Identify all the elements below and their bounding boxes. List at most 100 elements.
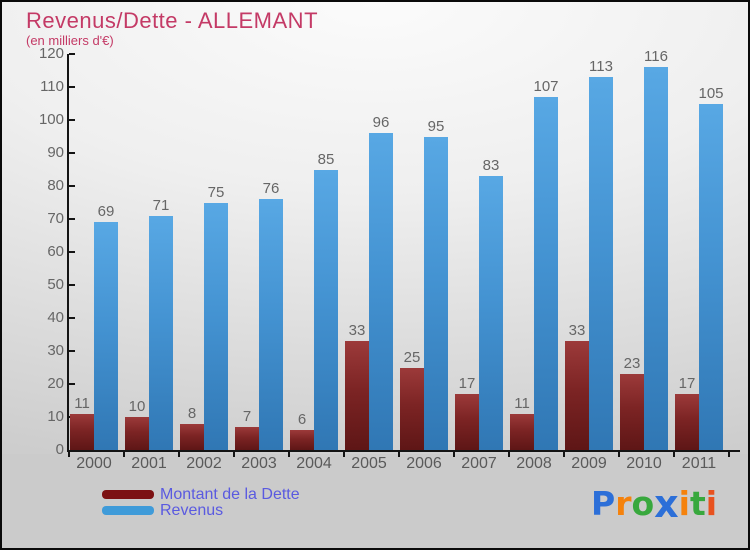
x-axis-tick bbox=[453, 452, 455, 457]
logo-letter-r: r bbox=[615, 484, 632, 523]
bar-group-2002: 8 75 2002 bbox=[180, 54, 228, 472]
legend-item-revenus: Revenus bbox=[102, 502, 300, 519]
x-axis-tick bbox=[343, 452, 345, 457]
bar-value-label: 11 bbox=[74, 394, 90, 412]
chart-title: Revenus/Dette - ALLEMANT bbox=[26, 8, 319, 33]
x-tick-label: 2004 bbox=[296, 455, 332, 472]
revenus-legend-label: Revenus bbox=[160, 502, 224, 519]
x-tick-label: 2002 bbox=[186, 455, 222, 472]
dette-bar: 23 bbox=[620, 355, 644, 450]
revenus-bar: 105 bbox=[698, 85, 724, 450]
bar-group-2008: 11 107 2008 bbox=[510, 54, 559, 472]
y-tick-label: 100 bbox=[38, 111, 64, 128]
x-axis-tick bbox=[68, 452, 70, 457]
x-tick-label: 2009 bbox=[571, 455, 607, 472]
y-tick-label: 10 bbox=[47, 408, 64, 425]
x-axis-tick bbox=[288, 452, 290, 457]
revenus-bar: 76 bbox=[259, 180, 283, 450]
y-tick-label: 20 bbox=[47, 375, 64, 392]
x-tick-label: 2011 bbox=[681, 455, 717, 472]
bar-value-label: 96 bbox=[372, 114, 390, 132]
y-axis-tick bbox=[69, 185, 75, 187]
y-axis-tick bbox=[69, 218, 75, 220]
x-axis bbox=[67, 450, 740, 452]
bar-group-2011: 17 105 2011 bbox=[675, 54, 724, 472]
y-tick-label: 40 bbox=[47, 309, 64, 326]
x-axis-tick bbox=[123, 452, 125, 457]
revenus-bar: 71 bbox=[149, 197, 173, 450]
y-axis-tick bbox=[69, 383, 75, 385]
bar-plot-area: 11 69 2000 10 71 2001 8 75 2002 7 76 2003 6 85 2004 33 9… bbox=[70, 48, 730, 472]
bar-value-label: 83 bbox=[482, 157, 500, 175]
y-axis-tick bbox=[69, 350, 75, 352]
proxiti-logo[interactable]: Proxiti bbox=[591, 484, 717, 523]
logo-letter-o: o bbox=[631, 484, 655, 523]
revenus-legend-swatch bbox=[102, 506, 154, 515]
dette-bar: 6 bbox=[290, 411, 314, 450]
y-tick-label: 0 bbox=[55, 441, 64, 458]
bar-value-label: 85 bbox=[317, 150, 335, 168]
bar-group-2004: 6 85 2004 bbox=[290, 54, 338, 472]
revenus-bar: 113 bbox=[589, 58, 613, 450]
x-tick-label: 2003 bbox=[241, 455, 277, 472]
y-axis-tick bbox=[69, 119, 75, 121]
y-tick-label: 120 bbox=[38, 45, 64, 62]
y-axis bbox=[67, 54, 69, 452]
bar-group-2005: 33 96 2005 bbox=[345, 54, 393, 472]
y-tick-label: 60 bbox=[47, 243, 64, 260]
x-tick-label: 2006 bbox=[406, 455, 442, 472]
bar-value-label: 25 bbox=[403, 348, 421, 366]
bar-value-label: 33 bbox=[568, 322, 586, 340]
revenus-bar: 116 bbox=[644, 48, 668, 450]
x-axis-tick bbox=[563, 452, 565, 457]
x-axis-tick bbox=[728, 452, 730, 457]
bar-value-label: 11 bbox=[514, 394, 530, 412]
y-axis-tick bbox=[69, 152, 75, 154]
y-tick-label: 80 bbox=[47, 177, 64, 194]
logo-letter-i: i bbox=[678, 484, 690, 523]
bar-value-label: 71 bbox=[152, 196, 170, 214]
logo-letter-P: P bbox=[591, 484, 616, 523]
logo-letter-i: i bbox=[705, 484, 718, 523]
bar-group-2009: 33 113 2009 bbox=[565, 54, 613, 472]
bar-group-2010: 23 116 2010 bbox=[620, 48, 668, 472]
dette-legend-label: Montant de la Dette bbox=[160, 486, 300, 503]
dette-bar: 33 bbox=[565, 322, 589, 450]
bar-value-label: 23 bbox=[623, 355, 641, 373]
y-axis-tick bbox=[69, 86, 75, 88]
bar-value-label: 17 bbox=[458, 374, 476, 392]
x-tick-label: 2000 bbox=[76, 455, 112, 472]
y-tick-label: 90 bbox=[47, 144, 64, 161]
bar-value-label: 33 bbox=[348, 322, 366, 340]
dette-legend-swatch bbox=[102, 490, 154, 499]
y-tick-label: 110 bbox=[40, 78, 64, 95]
dette-bar: 10 bbox=[125, 398, 149, 450]
bar-group-2003: 7 76 2003 bbox=[235, 54, 283, 472]
bar-value-label: 116 bbox=[644, 48, 668, 66]
x-tick-label: 2007 bbox=[461, 455, 497, 472]
chart-subtitle: (en milliers d'€) bbox=[26, 33, 114, 48]
dette-bar: 11 bbox=[510, 395, 534, 450]
dette-bar: 33 bbox=[345, 322, 369, 450]
x-tick-label: 2001 bbox=[131, 455, 167, 472]
dette-bar: 25 bbox=[400, 349, 424, 450]
y-tick-label: 50 bbox=[47, 276, 64, 293]
legend-item-dette: Montant de la Dette bbox=[102, 486, 300, 503]
dette-bar: 17 bbox=[455, 375, 479, 450]
bar-value-label: 6 bbox=[297, 411, 307, 429]
y-axis-tick bbox=[69, 251, 75, 253]
dette-bar: 17 bbox=[675, 375, 699, 450]
x-axis-tick bbox=[398, 452, 400, 457]
bar-value-label: 95 bbox=[427, 117, 445, 135]
bar-value-label: 10 bbox=[128, 398, 146, 415]
bar-value-label: 69 bbox=[97, 203, 115, 221]
bar-value-label: 75 bbox=[207, 183, 225, 201]
logo-letter-x: x bbox=[654, 482, 679, 526]
y-axis-tick bbox=[69, 53, 75, 55]
revenus-bar: 69 bbox=[94, 203, 118, 450]
revenus-bar: 85 bbox=[314, 151, 338, 450]
revenus-bar: 107 bbox=[533, 78, 559, 450]
x-axis-tick bbox=[233, 452, 235, 457]
dette-bar: 8 bbox=[180, 405, 204, 450]
